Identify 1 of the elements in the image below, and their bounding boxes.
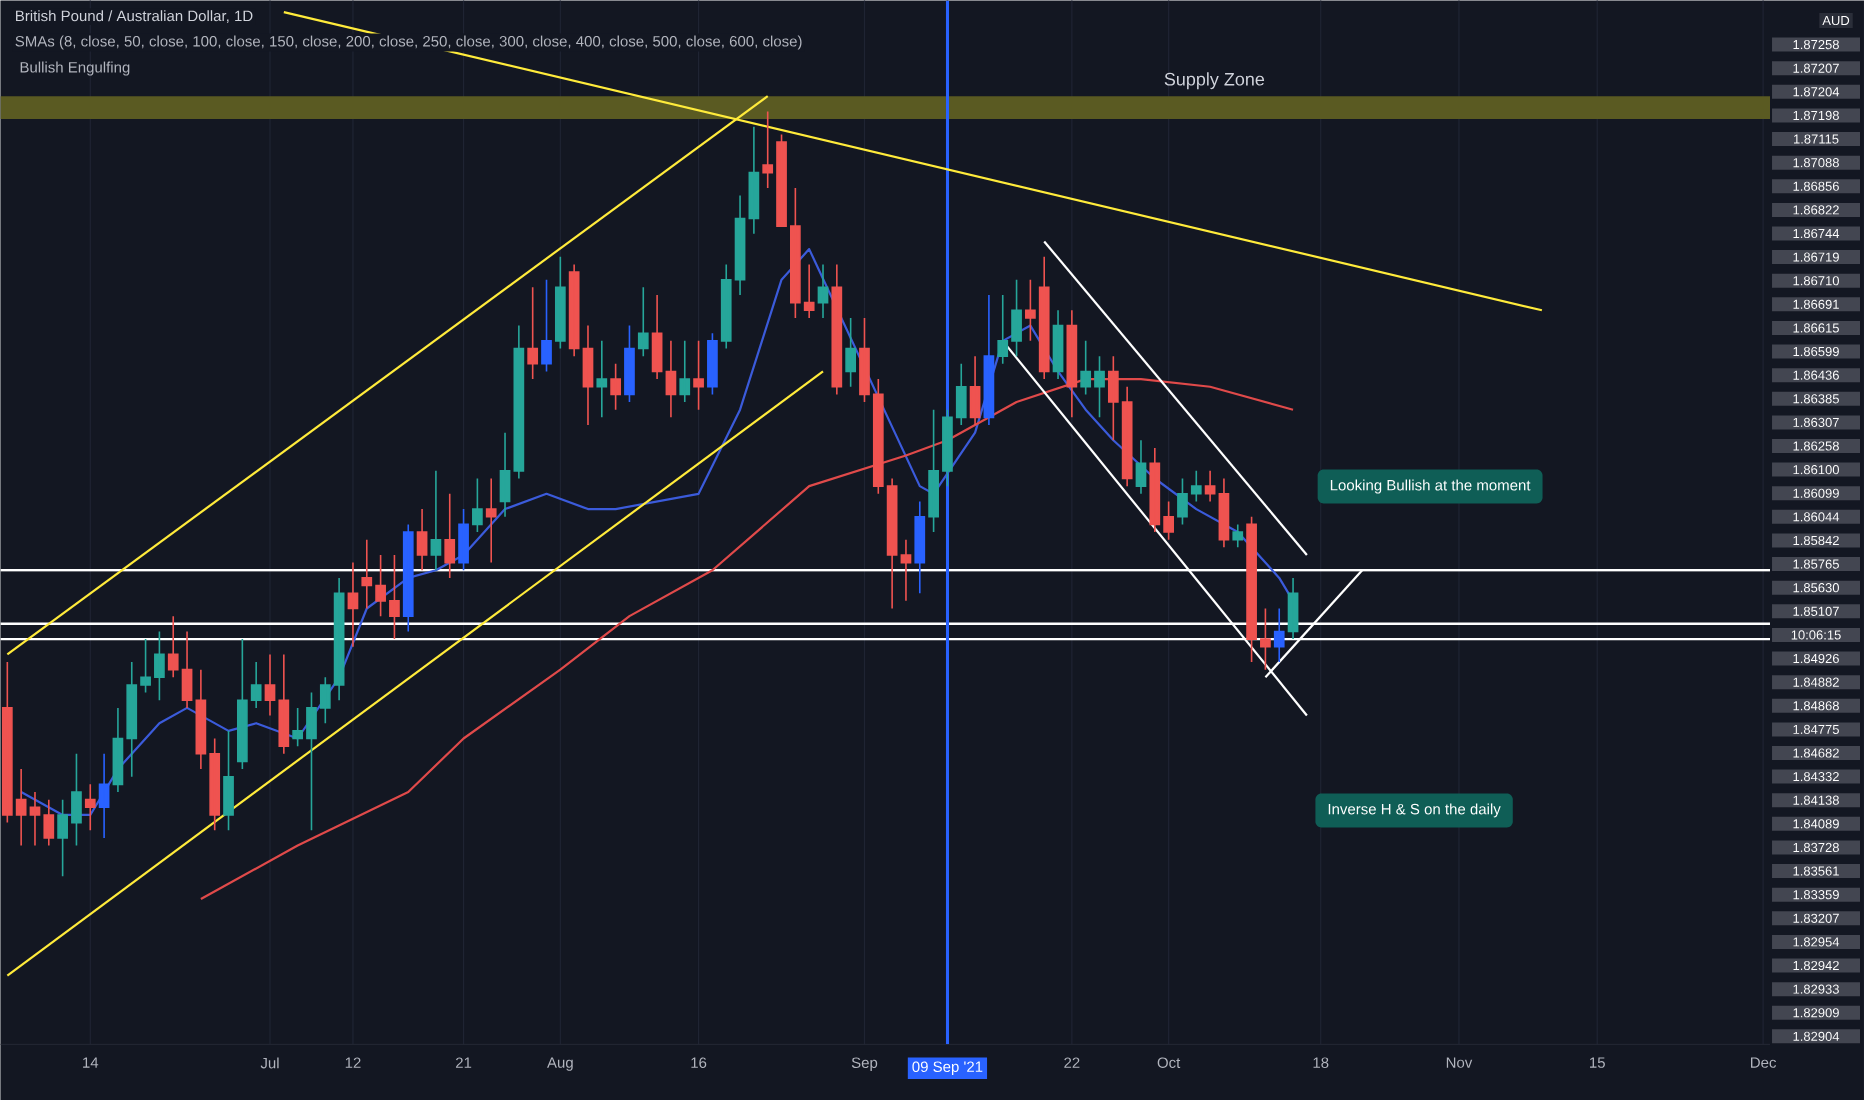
band-label: Supply Zone — [1164, 72, 1265, 89]
